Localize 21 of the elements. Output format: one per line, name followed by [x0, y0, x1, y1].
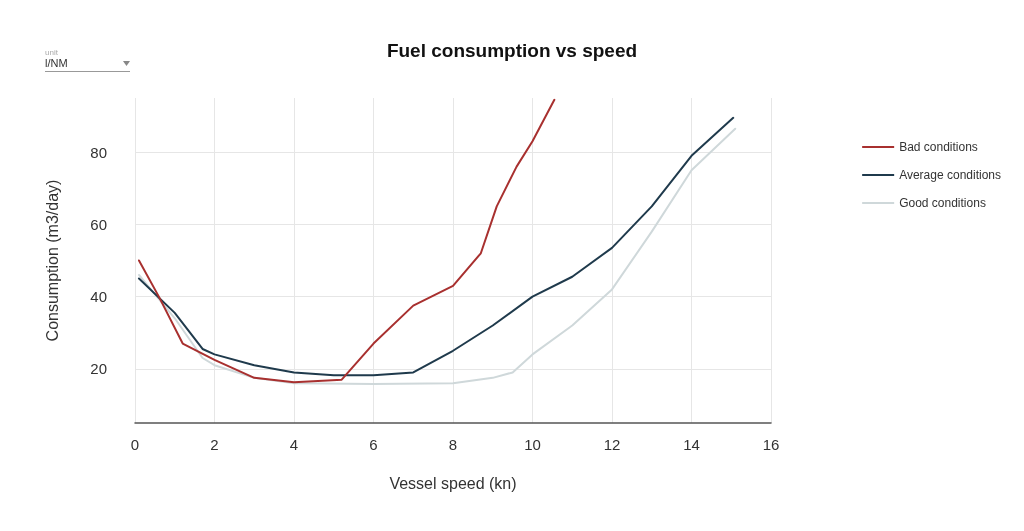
y-tick-label: 40 [90, 288, 107, 306]
x-axis-title: Vessel speed (kn) [389, 474, 517, 492]
x-tick-label: 2 [210, 436, 219, 453]
x-tick-label: 4 [289, 436, 299, 453]
line-series [137, 98, 556, 384]
chart-title: Fuel consumption vs speed [386, 40, 638, 61]
legend-label: Average conditions [899, 168, 1002, 182]
y-tick-label: 60 [90, 215, 107, 233]
x-tick-label: 6 [369, 436, 378, 453]
legend-label: Good conditions [899, 196, 986, 210]
unit-dropdown: unit l/NM [45, 48, 130, 72]
y-axis-title: Consumption (m3/day) [43, 179, 61, 342]
y-tick-label: 80 [90, 143, 107, 161]
x-tick-label: 8 [448, 436, 458, 453]
x-tick-label: 16 [762, 436, 780, 453]
x-tick-label: 0 [130, 436, 140, 453]
x-tick-label: 14 [683, 436, 700, 453]
x-tick-label: 10 [524, 436, 541, 453]
legend-label: Bad conditions [899, 140, 978, 154]
y-tick-label: 20 [90, 360, 107, 378]
x-tick-label: 12 [603, 436, 621, 453]
